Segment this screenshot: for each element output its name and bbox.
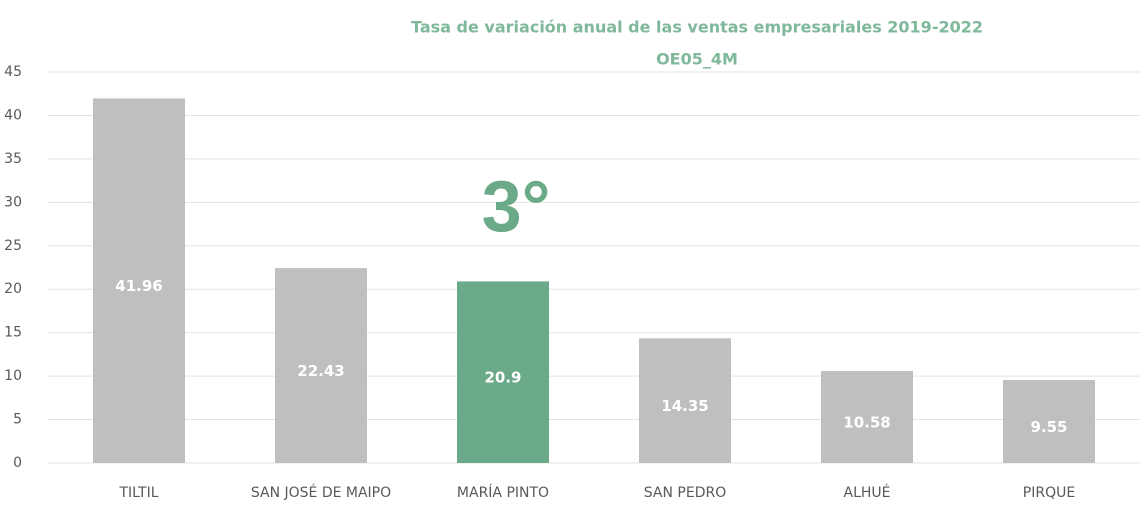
data-label: 22.43 bbox=[297, 362, 344, 380]
x-tick-label: SAN PEDRO bbox=[643, 485, 727, 501]
chart-subtitle: OE05_4M bbox=[656, 50, 738, 69]
annotation: 3° bbox=[482, 167, 551, 247]
y-tick-label: 0 bbox=[13, 455, 22, 471]
x-tick-label: PIRQUE bbox=[1022, 485, 1076, 501]
data-label: 9.55 bbox=[1030, 418, 1067, 436]
chart-title: Tasa de variación anual de las ventas em… bbox=[411, 18, 983, 37]
y-tick-label: 5 bbox=[13, 412, 22, 428]
y-tick-label: 15 bbox=[4, 325, 22, 341]
bar bbox=[639, 338, 731, 463]
y-tick-label: 25 bbox=[4, 238, 22, 254]
bar bbox=[275, 268, 367, 463]
y-tick-label: 20 bbox=[4, 281, 22, 297]
data-label: 41.96 bbox=[115, 277, 162, 295]
bar bbox=[1003, 380, 1095, 463]
x-tick-label: SAN JOSÉ DE MAIPO bbox=[250, 485, 392, 501]
y-tick-label: 35 bbox=[4, 151, 22, 167]
bar bbox=[93, 98, 185, 464]
bar bbox=[457, 281, 549, 463]
y-tick-label: 10 bbox=[4, 368, 22, 384]
y-tick-label: 45 bbox=[4, 64, 22, 80]
x-tick-label: ALHUÉ bbox=[843, 485, 891, 501]
bar bbox=[821, 371, 913, 463]
y-tick-label: 40 bbox=[4, 107, 22, 123]
x-tick-label: TILTIL bbox=[119, 485, 159, 501]
data-label: 20.9 bbox=[484, 369, 521, 387]
data-label: 14.35 bbox=[661, 397, 708, 415]
x-tick-label: MARÍA PINTO bbox=[456, 485, 550, 501]
data-label: 10.58 bbox=[843, 414, 890, 432]
y-tick-label: 30 bbox=[4, 194, 22, 210]
